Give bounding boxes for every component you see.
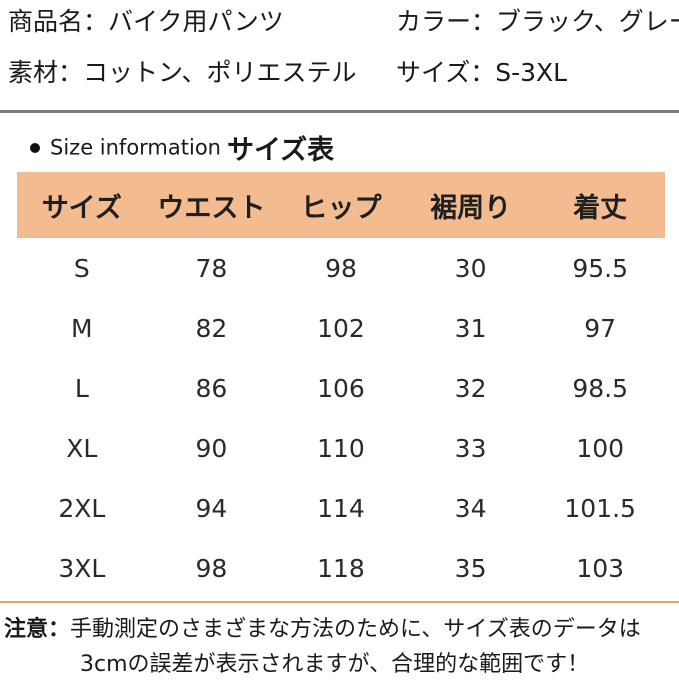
cell-waist: 82 bbox=[195, 313, 228, 343]
note-line-1: 手動測定のさまざまな方法のために、サイズ表のデータは bbox=[70, 617, 641, 642]
cell-hip: 118 bbox=[317, 553, 365, 583]
cell-hem: 30 bbox=[454, 253, 487, 283]
cell-hip: 110 bbox=[317, 433, 365, 463]
header-hem: 裾周り bbox=[405, 172, 536, 238]
product-name: 商品名：バイク用パンツ bbox=[8, 7, 284, 36]
cell-size: M bbox=[71, 313, 93, 343]
material-info: 素材：コットン、ポリエステル bbox=[8, 58, 357, 87]
table-row: M 82 102 31 97 bbox=[17, 298, 665, 358]
table-row: XL 90 110 33 100 bbox=[17, 418, 665, 478]
cell-length: 95.5 bbox=[572, 253, 629, 283]
cell-size: 3XL bbox=[58, 553, 106, 583]
cell-size: XL bbox=[66, 433, 98, 463]
divider bbox=[0, 110, 679, 113]
cell-length: 98.5 bbox=[572, 373, 629, 403]
cell-size: L bbox=[74, 373, 89, 403]
cell-hip: 98 bbox=[325, 253, 357, 283]
note-label: 注意： bbox=[4, 617, 71, 642]
table-row: 3XL 98 118 35 103 bbox=[17, 538, 665, 598]
section-title-jp: サイズ表 bbox=[226, 135, 335, 166]
header-size: サイズ bbox=[17, 172, 147, 238]
section-title: Size information サイズ表 bbox=[30, 128, 334, 167]
table-row: S 78 98 30 95.5 bbox=[17, 238, 665, 298]
cell-waist: 94 bbox=[195, 493, 228, 523]
header-length: 着丈 bbox=[535, 172, 665, 238]
bullet-icon bbox=[30, 142, 40, 153]
section-title-en: Size information bbox=[50, 135, 221, 160]
cell-hip: 114 bbox=[317, 493, 365, 523]
cell-waist: 98 bbox=[195, 553, 228, 583]
size-table: サイズ ウエスト ヒップ 裾周り 着丈 S 78 98 30 95.5 M 82… bbox=[17, 172, 665, 598]
cell-waist: 86 bbox=[195, 373, 228, 403]
cell-hip: 102 bbox=[317, 313, 365, 343]
cell-hem: 32 bbox=[454, 373, 487, 403]
table-header-row: サイズ ウエスト ヒップ 裾周り 着丈 bbox=[17, 172, 665, 238]
cell-length: 97 bbox=[584, 313, 617, 343]
cell-size: 2XL bbox=[58, 493, 106, 523]
cell-waist: 90 bbox=[195, 433, 228, 463]
cell-size: S bbox=[73, 253, 90, 283]
cell-hem: 33 bbox=[454, 433, 487, 463]
cell-hip: 106 bbox=[317, 373, 365, 403]
cell-length: 100 bbox=[576, 433, 625, 463]
note-divider bbox=[0, 601, 679, 603]
header-hip: ヒップ bbox=[276, 172, 406, 238]
note-line-2: 3cmの誤差が表示されますが、合理的な範囲です！ bbox=[80, 652, 590, 677]
cell-hem: 31 bbox=[454, 313, 487, 343]
size-table-container: サイズ ウエスト ヒップ 裾周り 着丈 S 78 98 30 95.5 M 82… bbox=[17, 172, 665, 598]
cell-waist: 78 bbox=[195, 253, 228, 283]
header-waist: ウエスト bbox=[146, 172, 277, 238]
color-info: カラー：ブラック、グレー bbox=[396, 7, 679, 36]
size-range-info: サイズ：S-3XL bbox=[396, 58, 568, 87]
table-row: 2XL 94 114 34 101.5 bbox=[17, 478, 665, 538]
cell-length: 103 bbox=[576, 553, 625, 583]
note: 注意：手動測定のさまざまな方法のために、サイズ表のデータは 3cmの誤差が表示さ… bbox=[4, 612, 676, 682]
table-row: L 86 106 32 98.5 bbox=[17, 358, 665, 418]
cell-hem: 34 bbox=[454, 493, 487, 523]
cell-hem: 35 bbox=[454, 553, 487, 583]
cell-length: 101.5 bbox=[564, 493, 636, 523]
